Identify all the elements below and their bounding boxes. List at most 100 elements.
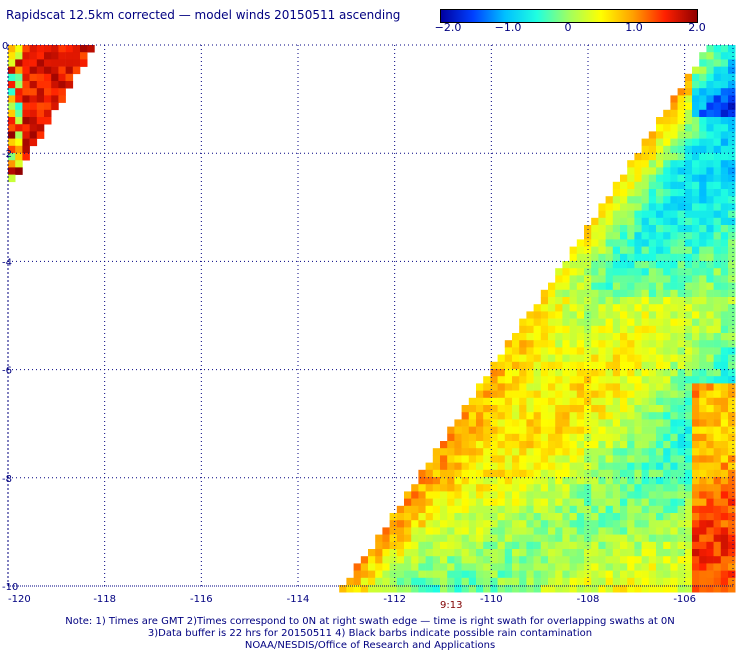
wind-cell [656, 304, 664, 312]
wind-cell [656, 541, 664, 550]
wind-cell [663, 333, 671, 341]
wind-cell [684, 527, 693, 535]
plot-frame [7, 44, 734, 587]
wind-cell [526, 390, 534, 399]
wind-cell [648, 498, 657, 507]
wind-cell [692, 189, 700, 197]
wind-cell [706, 88, 714, 96]
wind-cell [440, 585, 448, 593]
wind-cell [627, 160, 635, 168]
wind-cell [540, 585, 549, 593]
wind-cell [555, 340, 563, 348]
wind-cell [699, 361, 707, 370]
wind-cell [648, 253, 657, 262]
wind-cell [656, 174, 664, 183]
wind-cell [51, 59, 59, 67]
wind-cell [684, 455, 693, 463]
wind-cell [576, 498, 585, 507]
wind-cell [375, 534, 383, 543]
wind-cell [699, 412, 707, 420]
wind-cell [634, 181, 642, 190]
wind-cell [699, 513, 707, 521]
wind-cell [663, 563, 671, 571]
wind-cell [706, 505, 714, 514]
wind-cell [598, 369, 606, 377]
wind-cell [382, 549, 390, 557]
wind-cell [497, 405, 506, 413]
wind-cell [533, 340, 542, 348]
wind-cell [634, 498, 642, 507]
wind-cell [720, 217, 729, 226]
wind-cell [677, 556, 686, 564]
wind-cell [447, 426, 455, 435]
wind-cell [562, 513, 570, 521]
wind-cell [706, 397, 714, 406]
wind-cell [648, 491, 657, 499]
wind-cell [612, 513, 621, 521]
wind-cell [468, 419, 477, 427]
wind-cell [656, 239, 664, 247]
wind-cell [656, 217, 664, 226]
wind-cell [663, 311, 671, 319]
wind-cell [598, 239, 606, 247]
wind-cell [569, 361, 578, 370]
wind-cell [569, 275, 578, 283]
wind-cell [728, 585, 736, 593]
wind-cell [512, 520, 520, 528]
wind-cell [404, 549, 412, 557]
wind-cell [713, 585, 722, 593]
wind-cell [620, 441, 628, 449]
wind-cell [512, 419, 520, 427]
wind-cell [598, 210, 606, 219]
wind-cell [670, 469, 678, 478]
wind-cell [605, 549, 614, 557]
wind-cell [713, 577, 722, 586]
wind-cell [526, 477, 534, 485]
wind-cell [684, 325, 693, 334]
wind-cell [728, 181, 736, 190]
wind-cell [627, 369, 635, 377]
wind-cell [684, 181, 693, 190]
wind-cell [584, 491, 592, 499]
wind-cell [44, 59, 52, 67]
wind-cell [540, 556, 549, 564]
wind-cell [497, 513, 506, 521]
wind-cell [519, 333, 527, 341]
wind-cell [404, 498, 412, 507]
wind-cell [598, 261, 606, 269]
wind-cell [548, 376, 556, 384]
wind-cell [418, 520, 426, 528]
wind-cell [713, 541, 722, 550]
wind-cell [368, 585, 376, 593]
wind-cell [663, 160, 671, 168]
wind-cell [504, 577, 513, 586]
wind-cell [641, 477, 650, 485]
wind-cell [533, 419, 542, 427]
wind-cell [620, 376, 628, 384]
wind-cell [526, 426, 534, 435]
wind-cell [483, 556, 491, 564]
wind-cell [656, 563, 664, 571]
wind-cell [720, 246, 729, 255]
wind-cell [684, 160, 693, 168]
wind-cell [648, 419, 657, 427]
wind-cell [418, 541, 426, 550]
wind-cell [548, 397, 556, 406]
wind-cell [22, 145, 30, 154]
wind-cell [591, 477, 599, 485]
wind-cell [396, 527, 405, 535]
wind-cell [692, 577, 700, 586]
wind-cell [720, 189, 729, 197]
wind-cell [584, 282, 592, 291]
wind-cell [648, 448, 657, 456]
wind-cell [454, 462, 462, 471]
wind-cell [648, 225, 657, 233]
wind-cell [720, 210, 729, 219]
wind-cell [634, 311, 642, 319]
wind-cell [476, 419, 484, 427]
wind-cell [598, 419, 606, 427]
wind-cell [569, 246, 578, 255]
wind-cell [382, 541, 390, 550]
wind-cell [706, 160, 714, 168]
wind-cell [663, 412, 671, 420]
